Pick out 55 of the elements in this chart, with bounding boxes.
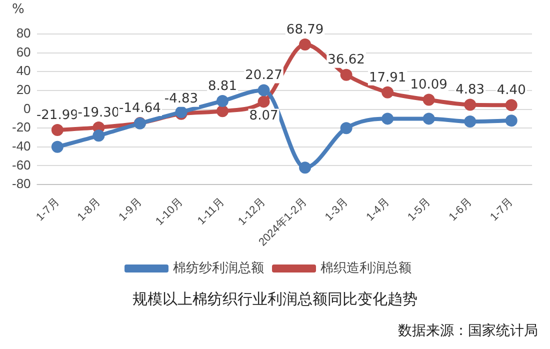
point bbox=[464, 116, 476, 128]
point bbox=[464, 98, 476, 111]
x-tick-label: 1-7月 bbox=[488, 196, 516, 224]
y-tick-label: 0 bbox=[24, 100, 31, 116]
y-tick-label: 20 bbox=[16, 82, 31, 98]
y-tick-label: 80 bbox=[16, 26, 31, 41]
data-label: -14.64 bbox=[118, 100, 161, 116]
point bbox=[422, 112, 435, 125]
point bbox=[340, 68, 352, 81]
data-label: 17.91 bbox=[368, 70, 406, 86]
source-note: 数据来源：国家统计局 bbox=[398, 322, 538, 340]
y-tick-label: -20 bbox=[12, 120, 31, 135]
y-tick-label: 40 bbox=[16, 63, 31, 78]
point bbox=[505, 99, 518, 112]
data-label: 8.07 bbox=[249, 108, 278, 124]
point bbox=[505, 114, 518, 127]
point bbox=[382, 86, 394, 98]
x-tick-label: 1-7月 bbox=[34, 196, 62, 224]
point bbox=[216, 105, 228, 118]
point bbox=[51, 140, 64, 153]
data-label: 4.40 bbox=[496, 83, 526, 98]
point bbox=[299, 38, 312, 51]
point bbox=[216, 94, 228, 107]
point bbox=[299, 162, 312, 174]
data-label: 36.62 bbox=[328, 52, 365, 68]
point bbox=[51, 124, 64, 136]
point bbox=[422, 94, 435, 106]
y-tick-label: -80 bbox=[12, 176, 31, 192]
data-label: 68.79 bbox=[286, 22, 324, 38]
y-tick-label: 60 bbox=[16, 44, 31, 60]
y-tick-label: -40 bbox=[12, 138, 31, 154]
x-tick-label: 1-6月 bbox=[446, 196, 474, 224]
text: 规模以上棉纺织行业利润总额同比变化趋势 bbox=[132, 290, 418, 309]
data-label: -19.30 bbox=[78, 105, 120, 120]
x-tick-label: 1-5月 bbox=[406, 196, 434, 224]
data-label: -21.99 bbox=[36, 108, 78, 123]
point bbox=[258, 84, 270, 96]
y-axis-title: % bbox=[12, 2, 24, 17]
data-label: -4.83 bbox=[164, 92, 198, 107]
data-label: 8.81 bbox=[208, 78, 237, 94]
data-label: 20.27 bbox=[245, 68, 282, 84]
legend-label: 棉织造利润总额 bbox=[320, 260, 412, 276]
point bbox=[92, 130, 105, 142]
x-tick-label: 1-3月 bbox=[323, 196, 351, 224]
x-tick-label: 1-9月 bbox=[116, 196, 144, 224]
data-label: 4.83 bbox=[456, 82, 485, 98]
x-tick-label: 1-8月 bbox=[75, 196, 103, 224]
legend-label: 棉纺纱利润总额 bbox=[173, 260, 264, 276]
x-tick-label: 1-4月 bbox=[364, 196, 392, 224]
point bbox=[258, 96, 270, 108]
x-tick-label: 1-11月 bbox=[196, 196, 227, 228]
point bbox=[382, 112, 394, 125]
y-tick-label: -60 bbox=[12, 157, 31, 172]
point bbox=[340, 122, 352, 134]
data-label: 10.09 bbox=[410, 78, 448, 93]
